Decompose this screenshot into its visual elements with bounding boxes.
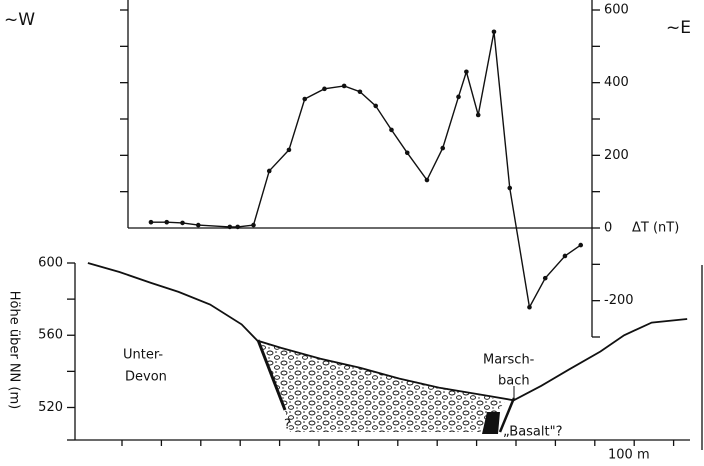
data-point — [456, 95, 461, 100]
data-point — [543, 276, 548, 281]
data-point — [563, 254, 568, 259]
y-tick-label: 560 — [38, 328, 63, 343]
data-point — [267, 169, 272, 174]
figure: ~W ~E Unter- Devon Marsch- bach „Basalt"… — [0, 0, 704, 466]
data-point — [164, 220, 169, 225]
data-point — [464, 69, 469, 74]
data-point — [425, 178, 430, 183]
data-point — [389, 128, 394, 133]
y-tick-label: -200 — [604, 293, 634, 308]
annotation: „Basalt"? — [503, 425, 562, 440]
data-point — [180, 221, 185, 226]
annotation: Unter- — [123, 348, 163, 363]
data-point — [196, 223, 201, 228]
east-label: ~E — [666, 18, 691, 38]
data-point — [322, 87, 327, 92]
annotation: ? — [284, 418, 291, 433]
west-label: ~W — [4, 10, 35, 30]
y-axis-label: Höhe über NN (m) — [7, 291, 22, 409]
data-point — [405, 150, 410, 155]
data-point — [235, 225, 240, 230]
y-tick-label: 600 — [604, 3, 629, 18]
annotation: Devon — [125, 370, 167, 385]
y-tick-label: 600 — [38, 256, 63, 271]
data-point — [373, 104, 378, 109]
scale-label: 100 m — [608, 448, 650, 463]
conglomerate — [258, 340, 505, 432]
y-tick-label: 0 — [604, 221, 612, 236]
data-point — [492, 30, 497, 35]
data-point — [507, 186, 512, 191]
data-point — [578, 243, 583, 248]
data-line — [151, 32, 581, 307]
data-point — [476, 113, 481, 118]
y-tick-label: 520 — [38, 400, 63, 415]
data-point — [342, 84, 347, 89]
data-point — [358, 89, 363, 94]
annotation: Marsch- — [483, 353, 535, 368]
annotation: bach — [498, 374, 530, 389]
data-point — [527, 305, 532, 310]
data-point — [228, 225, 233, 230]
data-point — [251, 223, 256, 228]
y-axis-label: ΔT (nT) — [632, 221, 679, 236]
data-point — [287, 148, 292, 153]
data-point — [149, 220, 154, 225]
data-point — [440, 146, 445, 151]
y-tick-label: 200 — [604, 148, 629, 163]
data-point — [302, 97, 307, 102]
y-tick-label: 400 — [604, 75, 629, 90]
